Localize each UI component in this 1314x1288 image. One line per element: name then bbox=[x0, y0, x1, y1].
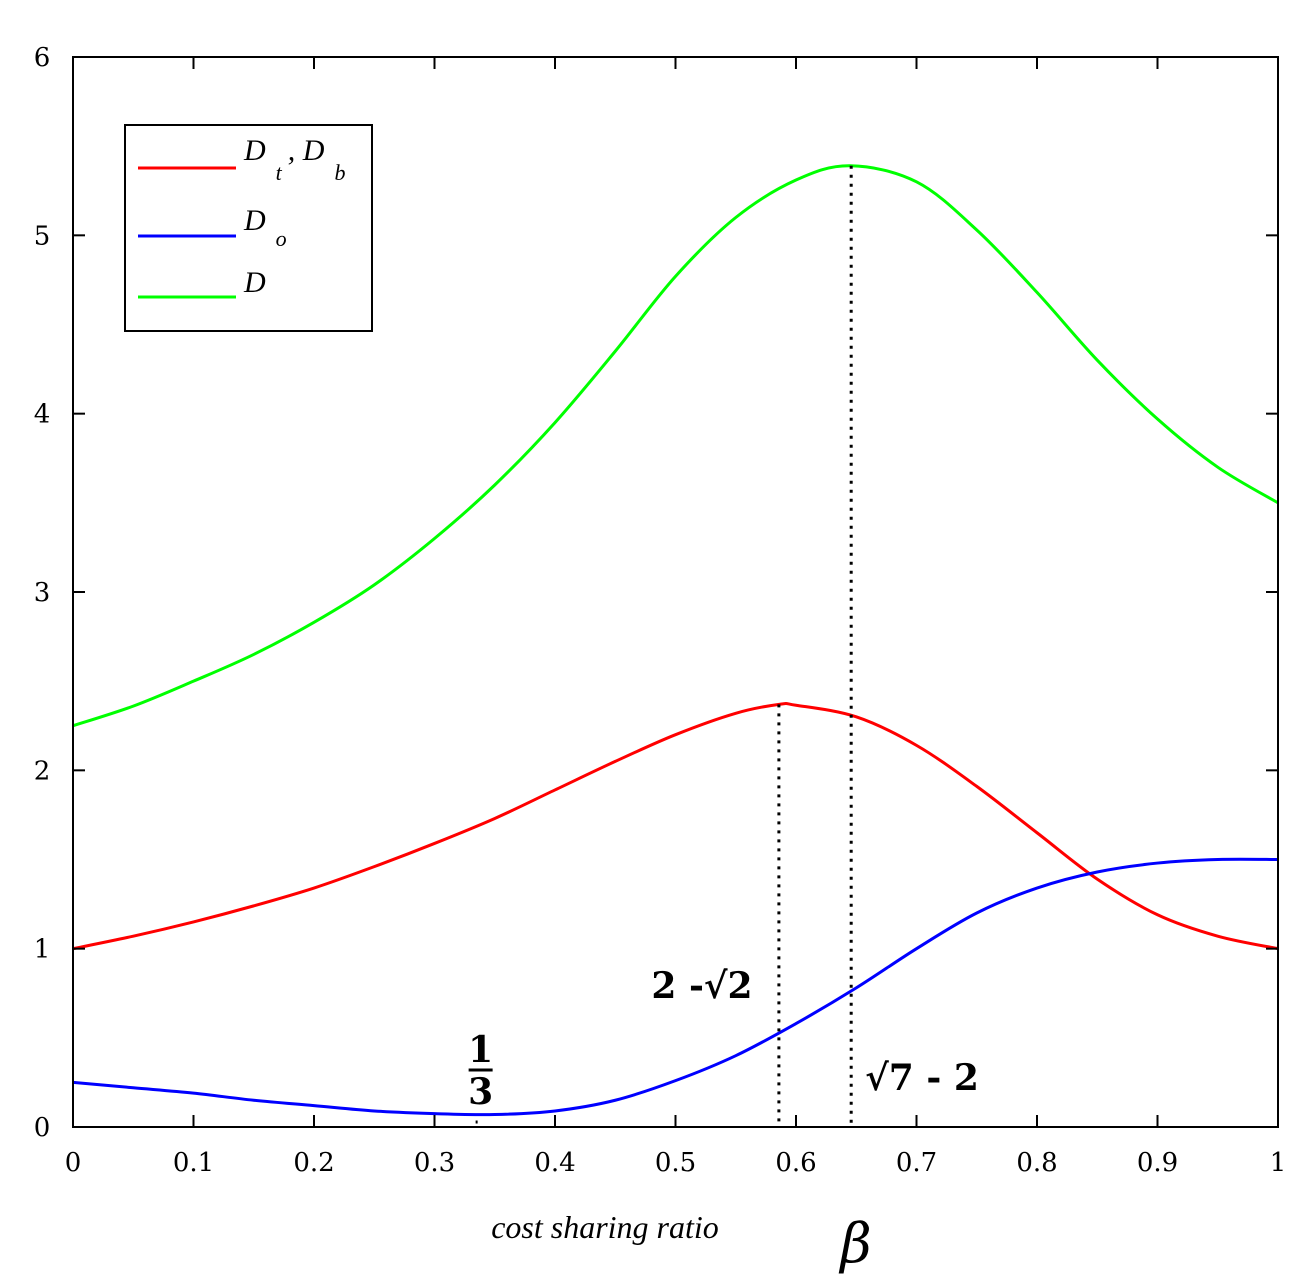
legend-label-do: Do bbox=[243, 204, 287, 251]
tick-layer: 0 0.1 0.2 0.3 0.4 0.5 0.6 0.7 0.8 0.9 1 0 1 2 3 4 5 6 bbox=[34, 43, 1287, 1178]
y-tick-label: 1 bbox=[34, 935, 51, 965]
x-tick-label: 0.7 bbox=[896, 1148, 937, 1178]
x-tick-label: 0.9 bbox=[1137, 1148, 1178, 1178]
x-axis-symbol: β bbox=[838, 1212, 871, 1275]
annotation-one-third-numerator: 1 bbox=[468, 1029, 493, 1071]
legend-entry-d: D bbox=[138, 266, 266, 299]
legend: Dt, Db Do D bbox=[124, 124, 373, 332]
y-tick-label: 2 bbox=[34, 756, 51, 786]
y-tick-label: 3 bbox=[34, 578, 51, 608]
annotation-layer: 13 2 -√2 √7 - 2 bbox=[468, 165, 979, 1127]
x-tick-label: 0.5 bbox=[655, 1148, 696, 1178]
legend-entry-dt-db: Dt, Db bbox=[138, 134, 345, 185]
series-layer bbox=[72, 164, 1279, 1117]
x-tick-label: 0.1 bbox=[173, 1148, 214, 1178]
x-tick-label: 0.4 bbox=[534, 1148, 575, 1178]
x-tick-label: 0.8 bbox=[1016, 1148, 1057, 1178]
y-tick-label: 6 bbox=[34, 43, 51, 73]
x-tick-label: 1 bbox=[1270, 1148, 1287, 1178]
series-line-d bbox=[72, 164, 1279, 728]
annotation-one-third-denominator: 3 bbox=[468, 1071, 493, 1113]
y-tick-label: 5 bbox=[34, 221, 51, 251]
legend-label-d: D bbox=[243, 266, 266, 299]
y-tick-label: 0 bbox=[34, 1113, 51, 1143]
x-tick-label: 0.6 bbox=[775, 1148, 816, 1178]
series-line-dt-db bbox=[72, 701, 1279, 951]
x-tick-label: 0.3 bbox=[414, 1148, 455, 1178]
legend-entry-do: Do bbox=[138, 204, 287, 251]
x-axis-label: cost sharing ratio bbox=[491, 1209, 719, 1245]
x-tick-label: 0.2 bbox=[293, 1148, 334, 1178]
annotation-sqrt7-minus-2: √7 - 2 bbox=[865, 1057, 979, 1099]
y-tick-label: 4 bbox=[34, 400, 51, 430]
legend-label-dt-db: Dt, Db bbox=[243, 134, 345, 185]
annotation-2-minus-sqrt2: 2 -√2 bbox=[651, 965, 752, 1007]
x-tick-label: 0 bbox=[65, 1148, 82, 1178]
series-line-do bbox=[72, 857, 1279, 1117]
